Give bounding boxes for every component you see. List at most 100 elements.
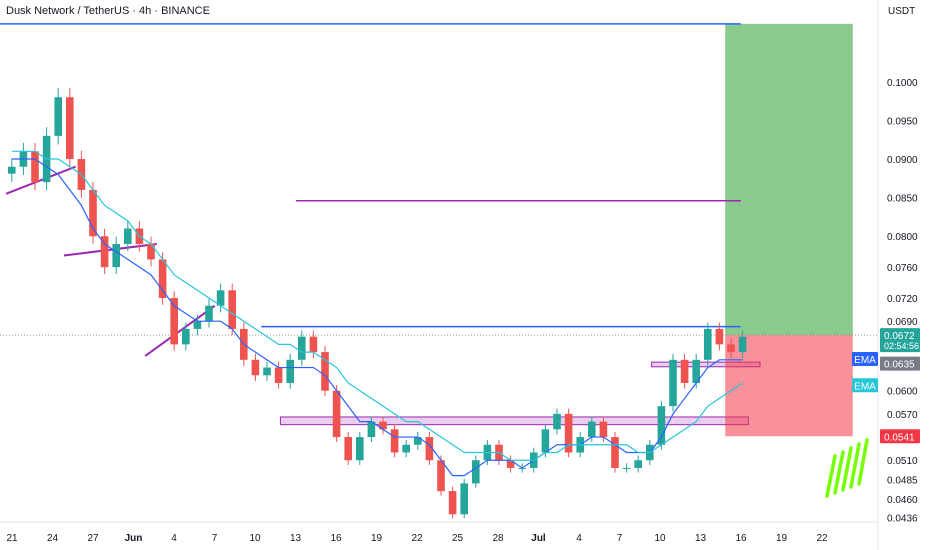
- candle-body: [263, 367, 271, 376]
- x-tick-label: 28: [492, 533, 504, 544]
- candle: [193, 314, 202, 336]
- candle: [379, 416, 387, 435]
- candle-body: [170, 298, 178, 345]
- currency-label[interactable]: USDT: [888, 6, 916, 17]
- trendline-1[interactable]: [63, 242, 157, 257]
- candle: [553, 408, 561, 435]
- candle: [170, 291, 178, 351]
- x-tick-label: Jun: [125, 533, 143, 544]
- candle: [344, 432, 352, 465]
- candle-body: [158, 259, 167, 299]
- ema-tag[interactable]: EMA: [852, 378, 878, 393]
- price-label-bg: [880, 429, 920, 444]
- candle-body: [680, 359, 689, 383]
- x-tick-label: 7: [617, 533, 623, 544]
- y-tick-label: 0.0720: [887, 294, 918, 305]
- candles-layer: [8, 88, 747, 519]
- candle: [634, 455, 642, 473]
- price-label-bg: [880, 356, 920, 371]
- candle: [124, 221, 132, 252]
- candle: [274, 361, 283, 389]
- candle-body: [147, 243, 155, 260]
- candle-body: [251, 359, 260, 376]
- candle: [263, 361, 271, 382]
- candle: [112, 236, 120, 275]
- x-tick-label: 21: [6, 533, 18, 544]
- candle-body: [460, 483, 468, 515]
- x-tick-label: 24: [47, 533, 59, 544]
- y-tick-label: 0.0690: [887, 317, 918, 328]
- candle: [738, 330, 747, 359]
- candle: [147, 236, 155, 267]
- y-tick-label: 0.0760: [887, 263, 918, 274]
- candle: [599, 416, 608, 443]
- profit-zone[interactable]: [725, 23, 853, 336]
- ema-tag-bg: [852, 378, 878, 393]
- logo-stroke: [849, 442, 861, 489]
- candle: [8, 158, 16, 182]
- candle-body: [599, 421, 608, 438]
- candle: [564, 408, 573, 458]
- trendline-0[interactable]: [5, 165, 76, 195]
- candle-body: [414, 437, 422, 445]
- x-tick-label: 27: [87, 533, 99, 544]
- candle: [588, 416, 596, 443]
- candle: [251, 353, 260, 382]
- y-tick-label: 0.0460: [887, 495, 918, 506]
- candle: [100, 228, 109, 275]
- candle: [356, 432, 364, 465]
- candle: [367, 416, 376, 443]
- candle: [414, 432, 422, 450]
- candle-body: [669, 359, 677, 407]
- trendline-2[interactable]: [144, 304, 216, 357]
- candle-body: [66, 97, 74, 160]
- candle: [158, 252, 167, 305]
- candle-body: [367, 421, 376, 438]
- candle: [460, 478, 468, 519]
- candle-body: [124, 228, 132, 244]
- candle-body: [332, 390, 341, 438]
- candle: [669, 353, 677, 412]
- y-tick-label: 0.0600: [887, 387, 918, 398]
- ema-layer: [11, 150, 743, 477]
- candle: [657, 400, 666, 450]
- candle: [472, 455, 480, 488]
- support-zone[interactable]: [279, 416, 749, 426]
- stop-loss-zone[interactable]: [725, 335, 853, 437]
- ema-tag[interactable]: EMA: [852, 352, 878, 367]
- price-label-bg: [880, 328, 920, 353]
- y-tick-label: 0.0800: [887, 232, 918, 243]
- y-tick-label: 0.0510: [887, 456, 918, 467]
- ema-tag-text: EMA: [854, 355, 876, 366]
- ema-fast-line[interactable]: [11, 158, 743, 477]
- candle: [425, 432, 434, 465]
- candle-body: [356, 437, 364, 461]
- logo-stroke: [833, 450, 845, 495]
- countdown-text: 02:54:56: [884, 341, 919, 351]
- y-tick-label: 0.0900: [887, 155, 918, 166]
- candle-body: [425, 437, 434, 461]
- ema-slow-line[interactable]: [11, 150, 743, 461]
- candle: [437, 455, 445, 496]
- x-tick-label: 19: [776, 533, 788, 544]
- price-label-text: 0.0541: [884, 432, 915, 443]
- candle-body: [390, 429, 399, 453]
- y-tick-label: 0.0485: [887, 476, 918, 487]
- candle: [309, 330, 318, 359]
- y-tick-label: 0.1000: [887, 78, 918, 89]
- candle: [66, 88, 74, 168]
- candle-body: [506, 460, 515, 468]
- x-tick-label: 22: [816, 533, 828, 544]
- candle-body: [274, 367, 283, 383]
- candle-body: [541, 429, 550, 453]
- candle-body: [553, 413, 561, 430]
- candle-body: [321, 352, 329, 391]
- x-tick-label: 16: [330, 533, 342, 544]
- candle-body: [100, 236, 109, 268]
- candle: [704, 322, 712, 366]
- candle-body: [564, 413, 573, 453]
- candle-body: [437, 460, 445, 492]
